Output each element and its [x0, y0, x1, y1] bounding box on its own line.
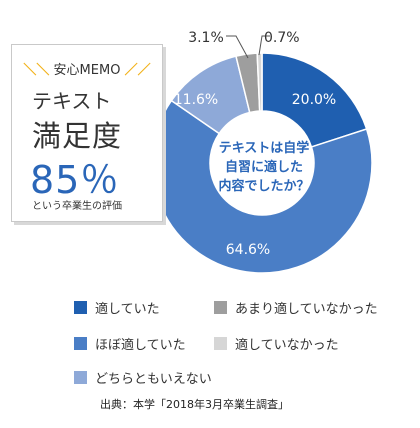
legend-swatch-1 [74, 301, 87, 314]
memo-percent: 85％ [30, 158, 120, 202]
legend-item-1: 適していた [74, 298, 160, 317]
legend-item-5: 適していなかった [214, 334, 339, 353]
legend-label-5: 適していなかった [235, 338, 339, 353]
slice-value-label-2: 64.6% [226, 242, 270, 258]
memo-footnote: という卒業生の評価 [32, 201, 122, 212]
memo-line-2: 満足度 [32, 119, 123, 153]
legend-swatch-3 [74, 371, 87, 384]
donut-hole [210, 111, 314, 215]
sparkle-right-icon: ／／ [124, 63, 151, 78]
leader-line-5 [258, 35, 270, 56]
source-note: 出典：本学「2018年3月卒業生調査」 [100, 398, 289, 411]
legend-swatch-5 [214, 337, 227, 350]
legend-label-4: あまり適していなかった [235, 302, 378, 317]
slice-value-label-4: 3.1% [188, 30, 224, 46]
memo-card: ＼＼ 安心MEMO ／／ テキスト 満足度 85％ という卒業生の評価 [11, 44, 163, 222]
leader-line-4 [226, 35, 249, 59]
legend-label-2: ほぼ適していた [95, 338, 186, 353]
memo-title-text: 安心MEMO [53, 63, 121, 78]
center-text-line-2: 自習に適した [225, 159, 303, 175]
slice-value-label-5: 0.7% [264, 30, 300, 46]
legend-item-4: あまり適していなかった [214, 298, 378, 317]
sparkle-left-icon: ＼＼ [23, 63, 50, 78]
center-text-line-1: テキストは自学 [219, 140, 310, 156]
legend-swatch-2 [74, 337, 87, 350]
slice-value-label-1: 20.0% [292, 92, 336, 108]
legend-item-2: ほぼ適していた [74, 334, 186, 353]
memo-title: ＼＼ 安心MEMO ／／ [12, 59, 162, 78]
center-text-line-3: 内容でしたか？ [218, 178, 309, 194]
memo-line-1: テキスト [32, 89, 112, 113]
legend-label-1: 適していた [95, 302, 160, 317]
legend-label-3: どちらともいえない [95, 372, 212, 387]
slice-value-label-3: 11.6% [174, 92, 218, 108]
legend-swatch-4 [214, 301, 227, 314]
legend-item-3: どちらともいえない [74, 368, 212, 387]
